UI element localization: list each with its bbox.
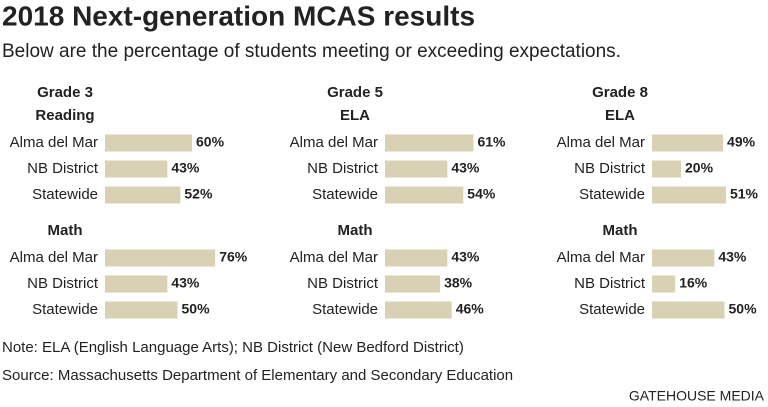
bar: [652, 249, 715, 267]
value-label: 43%: [171, 160, 200, 176]
category-label: Statewide: [312, 186, 378, 203]
category-label: Alma del Mar: [10, 249, 98, 266]
category-label: NB District: [574, 160, 646, 177]
category-label: Alma del Mar: [10, 134, 98, 151]
bar: [652, 301, 725, 319]
value-label: 60%: [196, 134, 225, 150]
category-label: Alma del Mar: [290, 249, 378, 266]
bar: [105, 275, 168, 293]
bar: [105, 186, 181, 204]
column-header: Grade 5: [327, 84, 383, 101]
category-label: Statewide: [32, 301, 98, 318]
note: Note: ELA (English Language Arts); NB Di…: [2, 339, 464, 356]
bar: [652, 160, 681, 178]
column-header: Grade 3: [37, 84, 93, 101]
value-label: 54%: [467, 186, 496, 202]
bar: [385, 249, 448, 267]
value-label: 43%: [718, 249, 747, 265]
category-label: Alma del Mar: [557, 134, 645, 151]
category-label: Alma del Mar: [290, 134, 378, 151]
panel-title: ELA: [605, 107, 635, 124]
title: 2018 Next-generation MCAS results: [2, 0, 475, 31]
value-label: 51%: [730, 186, 759, 202]
bar: [385, 301, 452, 319]
source: Source: Massachusetts Department of Elem…: [2, 367, 513, 384]
panel-title: Math: [338, 222, 373, 239]
value-label: 61%: [477, 134, 506, 150]
bar: [105, 134, 192, 152]
panel-title: Math: [48, 222, 83, 239]
category-label: NB District: [574, 275, 646, 292]
value-label: 50%: [182, 301, 211, 317]
bar: [652, 186, 726, 204]
category-label: Statewide: [312, 301, 378, 318]
value-label: 16%: [679, 275, 708, 291]
bar: [105, 249, 216, 267]
category-label: Alma del Mar: [557, 249, 645, 266]
category-label: NB District: [27, 275, 99, 292]
bar: [652, 275, 676, 293]
category-label: Statewide: [32, 186, 98, 203]
panel-title: Reading: [35, 107, 94, 124]
value-label: 76%: [219, 249, 248, 265]
value-label: 43%: [451, 249, 480, 265]
bar: [105, 301, 178, 319]
bar: [105, 160, 168, 178]
category-label: NB District: [307, 160, 379, 177]
panel-title: Math: [603, 222, 638, 239]
category-label: NB District: [27, 160, 99, 177]
bar: [385, 160, 448, 178]
value-label: 43%: [171, 275, 200, 291]
bar: [652, 134, 724, 152]
bar: [385, 186, 464, 204]
panel-title: ELA: [340, 107, 370, 124]
category-label: Statewide: [579, 186, 645, 203]
value-label: 20%: [685, 160, 714, 176]
value-label: 49%: [727, 134, 756, 150]
category-label: NB District: [307, 275, 379, 292]
value-label: 50%: [729, 301, 758, 317]
credit: GATEHOUSE MEDIA: [629, 388, 765, 404]
bar: [385, 134, 474, 152]
subtitle: Below are the percentage of students mee…: [2, 41, 621, 62]
value-label: 52%: [184, 186, 213, 202]
value-label: 43%: [451, 160, 480, 176]
value-label: 38%: [444, 275, 473, 291]
value-label: 46%: [456, 301, 485, 317]
category-label: Statewide: [579, 301, 645, 318]
column-header: Grade 8: [592, 84, 648, 101]
bar: [385, 275, 441, 293]
